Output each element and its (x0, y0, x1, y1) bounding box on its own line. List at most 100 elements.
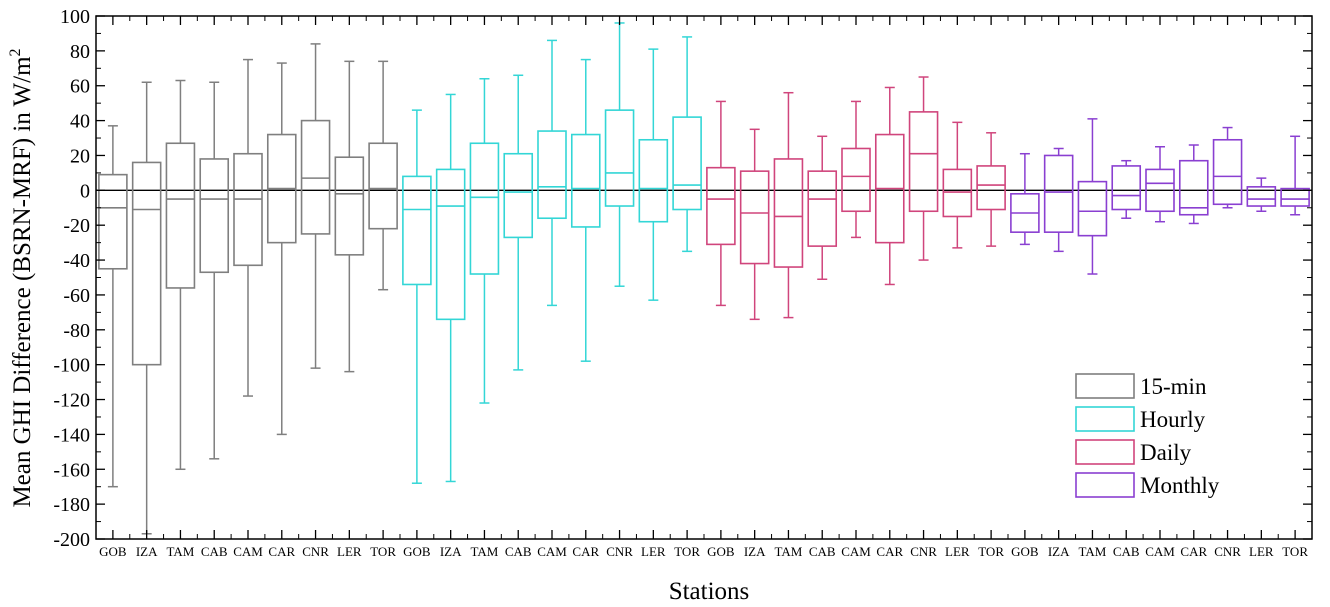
box-iqr (503, 152, 534, 239)
box-iqr (570, 133, 601, 228)
x-tick-label: CAB (505, 544, 532, 559)
x-tick-label: LER (641, 544, 666, 559)
y-axis-title: Mean GHI Difference (BSRN-MRF) in W/m2 (7, 48, 36, 507)
plot-frame (95, 15, 1313, 540)
x-tick-label: CNR (910, 544, 937, 559)
box-iqr (1111, 165, 1142, 211)
box-iqr (976, 165, 1006, 211)
box-iqr (402, 175, 432, 286)
box-iqr (368, 142, 398, 230)
box-iqr (942, 168, 973, 218)
x-axis-title: Stations (669, 578, 750, 605)
y-tick-label: -100 (53, 355, 90, 377)
x-tick-label: CAR (876, 544, 903, 559)
y-axis-title-superscript: 2 (7, 48, 24, 56)
x-tick-label: GOB (99, 544, 127, 559)
x-tick-label: GOB (707, 544, 735, 559)
y-tick-label: 100 (60, 6, 90, 28)
box-iqr (1077, 180, 1108, 237)
x-tick-label: IZA (440, 544, 462, 559)
x-tick-label: CNR (1214, 544, 1241, 559)
x-tick-label: CAR (1180, 544, 1207, 559)
x-tick-label: CAR (268, 544, 295, 559)
legend-swatch (1075, 406, 1135, 432)
x-tick-label: CNR (606, 544, 633, 559)
box-iqr (1280, 187, 1310, 207)
x-tick-label: TOR (370, 544, 396, 559)
x-tick-label: CAB (1113, 544, 1140, 559)
legend-swatch (1075, 373, 1135, 399)
box-iqr (1212, 138, 1243, 206)
legend-label: Daily (1140, 440, 1192, 465)
box-iqr (537, 130, 567, 220)
y-tick-label: -60 (63, 285, 90, 307)
legend-label: 15-min (1140, 374, 1207, 399)
legend: 15-min Hourly Daily Monthly (1075, 373, 1220, 498)
y-tick-label: 80 (70, 41, 90, 63)
x-tick-label: LER (945, 544, 970, 559)
box-iqr (908, 111, 939, 213)
legend-swatch (1075, 439, 1135, 465)
box-iqr (435, 168, 466, 321)
x-tick-label: LER (1249, 544, 1274, 559)
box-iqr (706, 166, 736, 246)
box-iqr (1145, 168, 1175, 213)
y-tick-label: 20 (70, 145, 90, 167)
y-tick-label: -20 (63, 215, 90, 237)
box-iqr (807, 170, 838, 247)
x-tick-label: LER (337, 544, 362, 559)
y-tick-label: -40 (63, 250, 90, 272)
legend-label: Hourly (1140, 407, 1206, 432)
box-iqr (334, 156, 365, 256)
x-tick-label: TOR (674, 544, 700, 559)
x-tick-label: CAM (537, 544, 567, 559)
box-iqr (739, 170, 770, 265)
legend-swatch (1075, 472, 1135, 498)
box-iqr (300, 119, 331, 235)
x-tick-label: GOB (1011, 544, 1039, 559)
y-tick-label: -120 (53, 390, 90, 412)
box-iqr (233, 152, 263, 267)
box-iqr (638, 138, 669, 223)
y-tick-label: 60 (70, 76, 90, 98)
box-iqr (672, 116, 702, 211)
x-tick-label: GOB (403, 544, 431, 559)
box-iqr (773, 158, 804, 268)
x-tick-label: IZA (136, 544, 158, 559)
box-iqr (98, 173, 128, 270)
box-iqr (1043, 154, 1074, 233)
x-tick-label: CAM (233, 544, 263, 559)
x-tick-label: TAM (1079, 544, 1107, 559)
y-tick-label: -200 (53, 529, 90, 551)
x-tick-label: CAR (572, 544, 599, 559)
box-iqr (1178, 159, 1209, 216)
box-iqr (165, 142, 196, 289)
box-iqr (841, 147, 871, 213)
axes-layer: -200-180-160-140-120-100-80-60-40-200204… (53, 6, 1313, 559)
x-tick-label: TAM (167, 544, 195, 559)
x-tick-label: IZA (1048, 544, 1070, 559)
x-tick-label: CAB (201, 544, 228, 559)
x-tick-label: CAB (809, 544, 836, 559)
y-tick-label: 40 (70, 111, 90, 133)
y-tick-label: 0 (80, 180, 90, 202)
x-tick-label: TOR (978, 544, 1004, 559)
box-iqr (604, 109, 635, 207)
x-tick-label: TAM (775, 544, 803, 559)
box-iqr (199, 158, 230, 274)
x-tick-label: TOR (1282, 544, 1308, 559)
x-tick-label: TAM (471, 544, 499, 559)
legend-label: Monthly (1140, 473, 1220, 498)
box-iqr (1246, 186, 1277, 207)
y-tick-label: -160 (53, 459, 90, 481)
x-tick-label: IZA (744, 544, 766, 559)
y-tick-label: -140 (53, 424, 90, 446)
x-tick-label: CAM (1145, 544, 1175, 559)
x-tick-label: CAM (841, 544, 871, 559)
x-tick-label: CNR (302, 544, 329, 559)
box-iqr (469, 142, 500, 275)
box-iqr (131, 161, 162, 366)
y-tick-label: -180 (53, 494, 90, 516)
boxes-layer (98, 22, 1310, 535)
